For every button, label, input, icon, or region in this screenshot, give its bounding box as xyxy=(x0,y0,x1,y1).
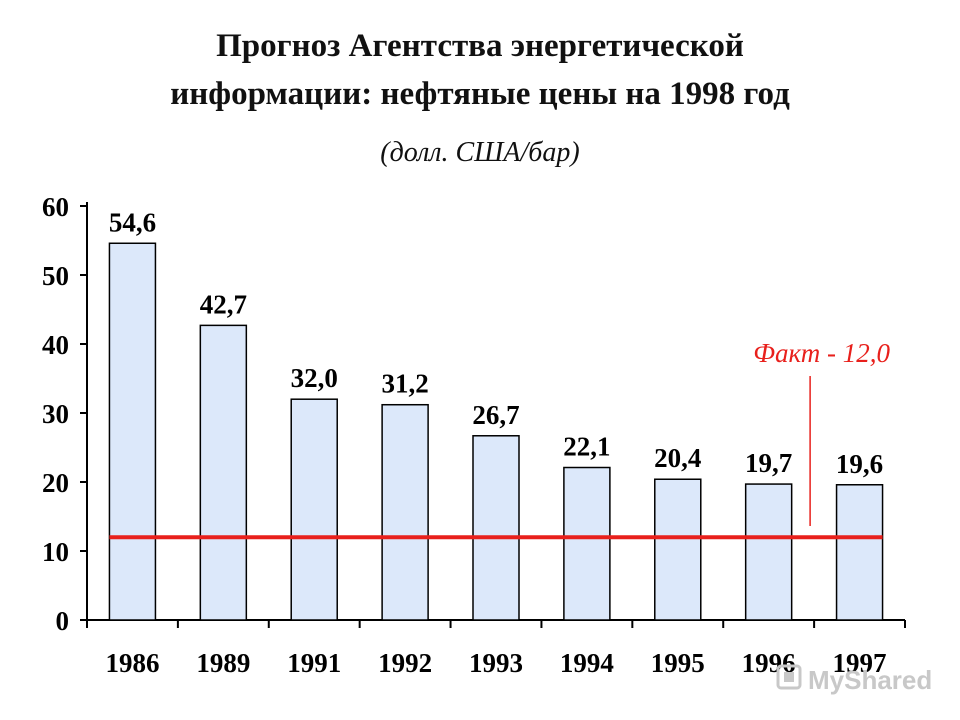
x-category-label: 1995 xyxy=(651,648,705,678)
x-category-label: 1989 xyxy=(196,648,250,678)
y-tick-label: 30 xyxy=(42,399,69,429)
bar xyxy=(381,403,429,621)
watermark-logo-icon xyxy=(776,664,802,697)
y-tick-label: 10 xyxy=(42,537,69,567)
chart-subtitle: (долл. США/бар) xyxy=(380,137,580,168)
watermark: MyShared xyxy=(776,660,946,700)
x-category-label: 1991 xyxy=(287,648,341,678)
bar xyxy=(108,242,157,621)
bar xyxy=(835,484,884,621)
bar xyxy=(472,435,520,621)
bar xyxy=(654,478,702,621)
bar xyxy=(199,324,248,621)
bar-value-label: 22,1 xyxy=(563,432,610,462)
y-tick-label: 20 xyxy=(42,468,69,498)
y-tick-label: 50 xyxy=(42,261,69,291)
title-line-2: информации: нефтяные цены на 1998 год xyxy=(170,76,790,112)
bar xyxy=(744,483,793,621)
y-tick-label: 0 xyxy=(56,606,70,636)
bar-value-label: 31,2 xyxy=(381,369,428,399)
title-line-1: Прогноз Агентства энергетической xyxy=(216,28,744,64)
bar-value-label: 19,6 xyxy=(836,449,883,479)
x-category-label: 1993 xyxy=(469,648,523,678)
x-category-label: 1994 xyxy=(560,648,614,678)
bar-value-label: 32,0 xyxy=(291,363,338,393)
y-tick-label: 60 xyxy=(42,192,69,222)
annotation-label: Факт - 12,0 xyxy=(753,338,890,368)
watermark-text: MyShared xyxy=(808,664,933,695)
bar-value-label: 20,4 xyxy=(654,443,701,473)
x-category-label: 1992 xyxy=(378,648,432,678)
chart-title: Прогноз Агентства энергетической информа… xyxy=(0,22,960,118)
bar xyxy=(290,398,338,621)
bar-value-label: 19,7 xyxy=(745,448,792,478)
bar-value-label: 54,6 xyxy=(109,207,156,237)
bar-value-label: 42,7 xyxy=(200,289,247,319)
y-tick-label: 40 xyxy=(42,330,69,360)
x-category-label: 1997 xyxy=(833,648,887,678)
x-category-label: 1986 xyxy=(105,648,159,678)
bar-value-label: 26,7 xyxy=(472,400,519,430)
bar xyxy=(563,466,611,621)
